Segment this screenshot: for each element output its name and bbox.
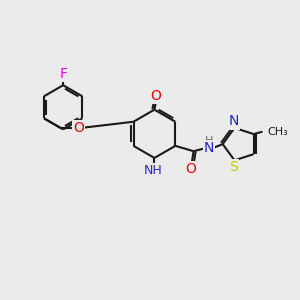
Text: O: O [151,89,161,103]
Text: N: N [229,114,239,128]
Text: CH₃: CH₃ [268,127,288,137]
Text: NH: NH [144,164,162,177]
Text: F: F [59,67,67,81]
Text: N: N [204,141,214,155]
Text: O: O [185,162,196,176]
Text: S: S [229,160,238,174]
Text: O: O [73,121,84,135]
Text: H: H [205,136,213,146]
